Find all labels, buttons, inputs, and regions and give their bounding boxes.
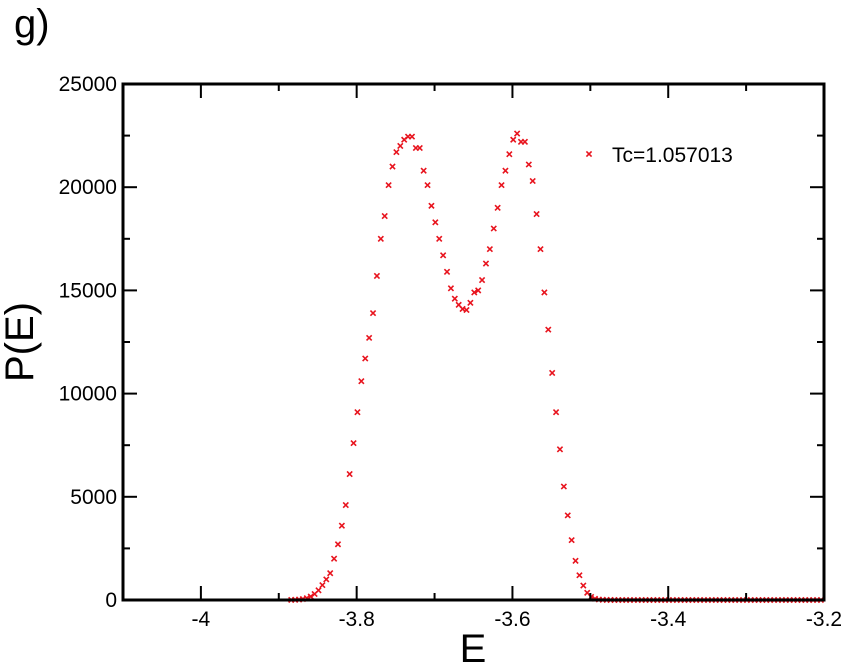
data-point <box>443 268 451 275</box>
data-point <box>451 295 458 302</box>
data-point <box>377 235 384 242</box>
data-point <box>334 541 342 548</box>
data-point <box>529 177 536 185</box>
data-point <box>502 167 509 174</box>
y-tick-label: 5000 <box>70 486 117 509</box>
x-axis-ticks: -4 -3.8 -3.6 -3.4 -3.2 <box>122 84 842 631</box>
data-point <box>393 148 400 156</box>
x-axis-title: E <box>460 627 487 665</box>
legend-marker <box>585 150 593 158</box>
data-point <box>576 572 583 579</box>
data-point <box>513 130 521 137</box>
data-point <box>490 225 497 232</box>
data-point <box>498 181 505 189</box>
data-point <box>323 576 330 583</box>
data-point <box>568 536 575 544</box>
y-tick-label: 10000 <box>59 383 117 406</box>
y-tick-label: 15000 <box>59 279 117 302</box>
data-point <box>338 522 346 529</box>
data-point <box>482 260 490 267</box>
data-point <box>319 581 326 589</box>
y-axis-ticks: 0 5000 10000 15000 20000 25000 <box>59 73 824 612</box>
data-point <box>447 285 455 292</box>
data-point <box>408 133 416 140</box>
data-point <box>346 470 353 478</box>
data-point <box>560 483 568 490</box>
x-tick-label: -3.2 <box>806 608 842 631</box>
x-tick-label: -3.6 <box>494 608 530 631</box>
data-point <box>564 512 571 519</box>
data-point <box>463 306 470 314</box>
x-tick-label: -3.8 <box>339 608 375 631</box>
data-point <box>541 289 548 296</box>
y-tick-label: 25000 <box>59 73 117 96</box>
data-point <box>362 355 369 362</box>
data-point <box>436 235 443 242</box>
data-point <box>545 326 552 333</box>
data-point <box>424 181 431 189</box>
data-point <box>342 501 349 509</box>
y-axis-title: P(E) <box>0 302 42 382</box>
legend-label: Tc=1.057013 <box>612 144 733 167</box>
data-point <box>467 299 474 306</box>
data-point <box>307 593 314 600</box>
data-point <box>350 439 357 447</box>
data-point <box>397 142 404 150</box>
panel-label: g) <box>14 2 50 46</box>
data-point <box>556 446 564 453</box>
x-tick-label: -3.4 <box>650 608 687 631</box>
y-tick-label: 0 <box>105 589 117 612</box>
data-point <box>389 163 396 170</box>
data-point <box>549 369 556 377</box>
data-point <box>315 587 322 594</box>
data-point <box>533 210 540 218</box>
data-point <box>385 181 392 189</box>
data-markers <box>288 130 825 604</box>
data-point <box>416 144 423 152</box>
data-point <box>572 557 579 564</box>
data-point <box>373 272 381 280</box>
data-point <box>494 204 501 212</box>
data-point <box>471 289 478 296</box>
data-point <box>428 202 435 209</box>
data-point <box>327 570 334 577</box>
data-point <box>580 582 587 589</box>
data-point <box>475 287 482 294</box>
data-point <box>486 245 494 253</box>
y-tick-label: 20000 <box>59 176 117 199</box>
data-point <box>330 555 338 562</box>
data-point <box>381 212 388 220</box>
data-point <box>506 151 513 158</box>
data-point <box>510 136 517 143</box>
data-point <box>420 167 427 174</box>
data-point <box>369 309 377 317</box>
data-point <box>432 219 439 226</box>
data-point <box>521 138 529 145</box>
legend-marker-symbol <box>585 150 593 158</box>
legend: Tc=1.057013 <box>585 144 733 167</box>
x-tick-label: -4 <box>192 608 211 631</box>
data-point <box>478 276 486 284</box>
data-point <box>354 409 361 416</box>
data-point <box>358 378 365 385</box>
data-point <box>537 245 544 253</box>
data-point <box>365 334 373 342</box>
data-point <box>525 161 532 168</box>
data-point <box>552 409 560 416</box>
data-point <box>439 252 447 259</box>
